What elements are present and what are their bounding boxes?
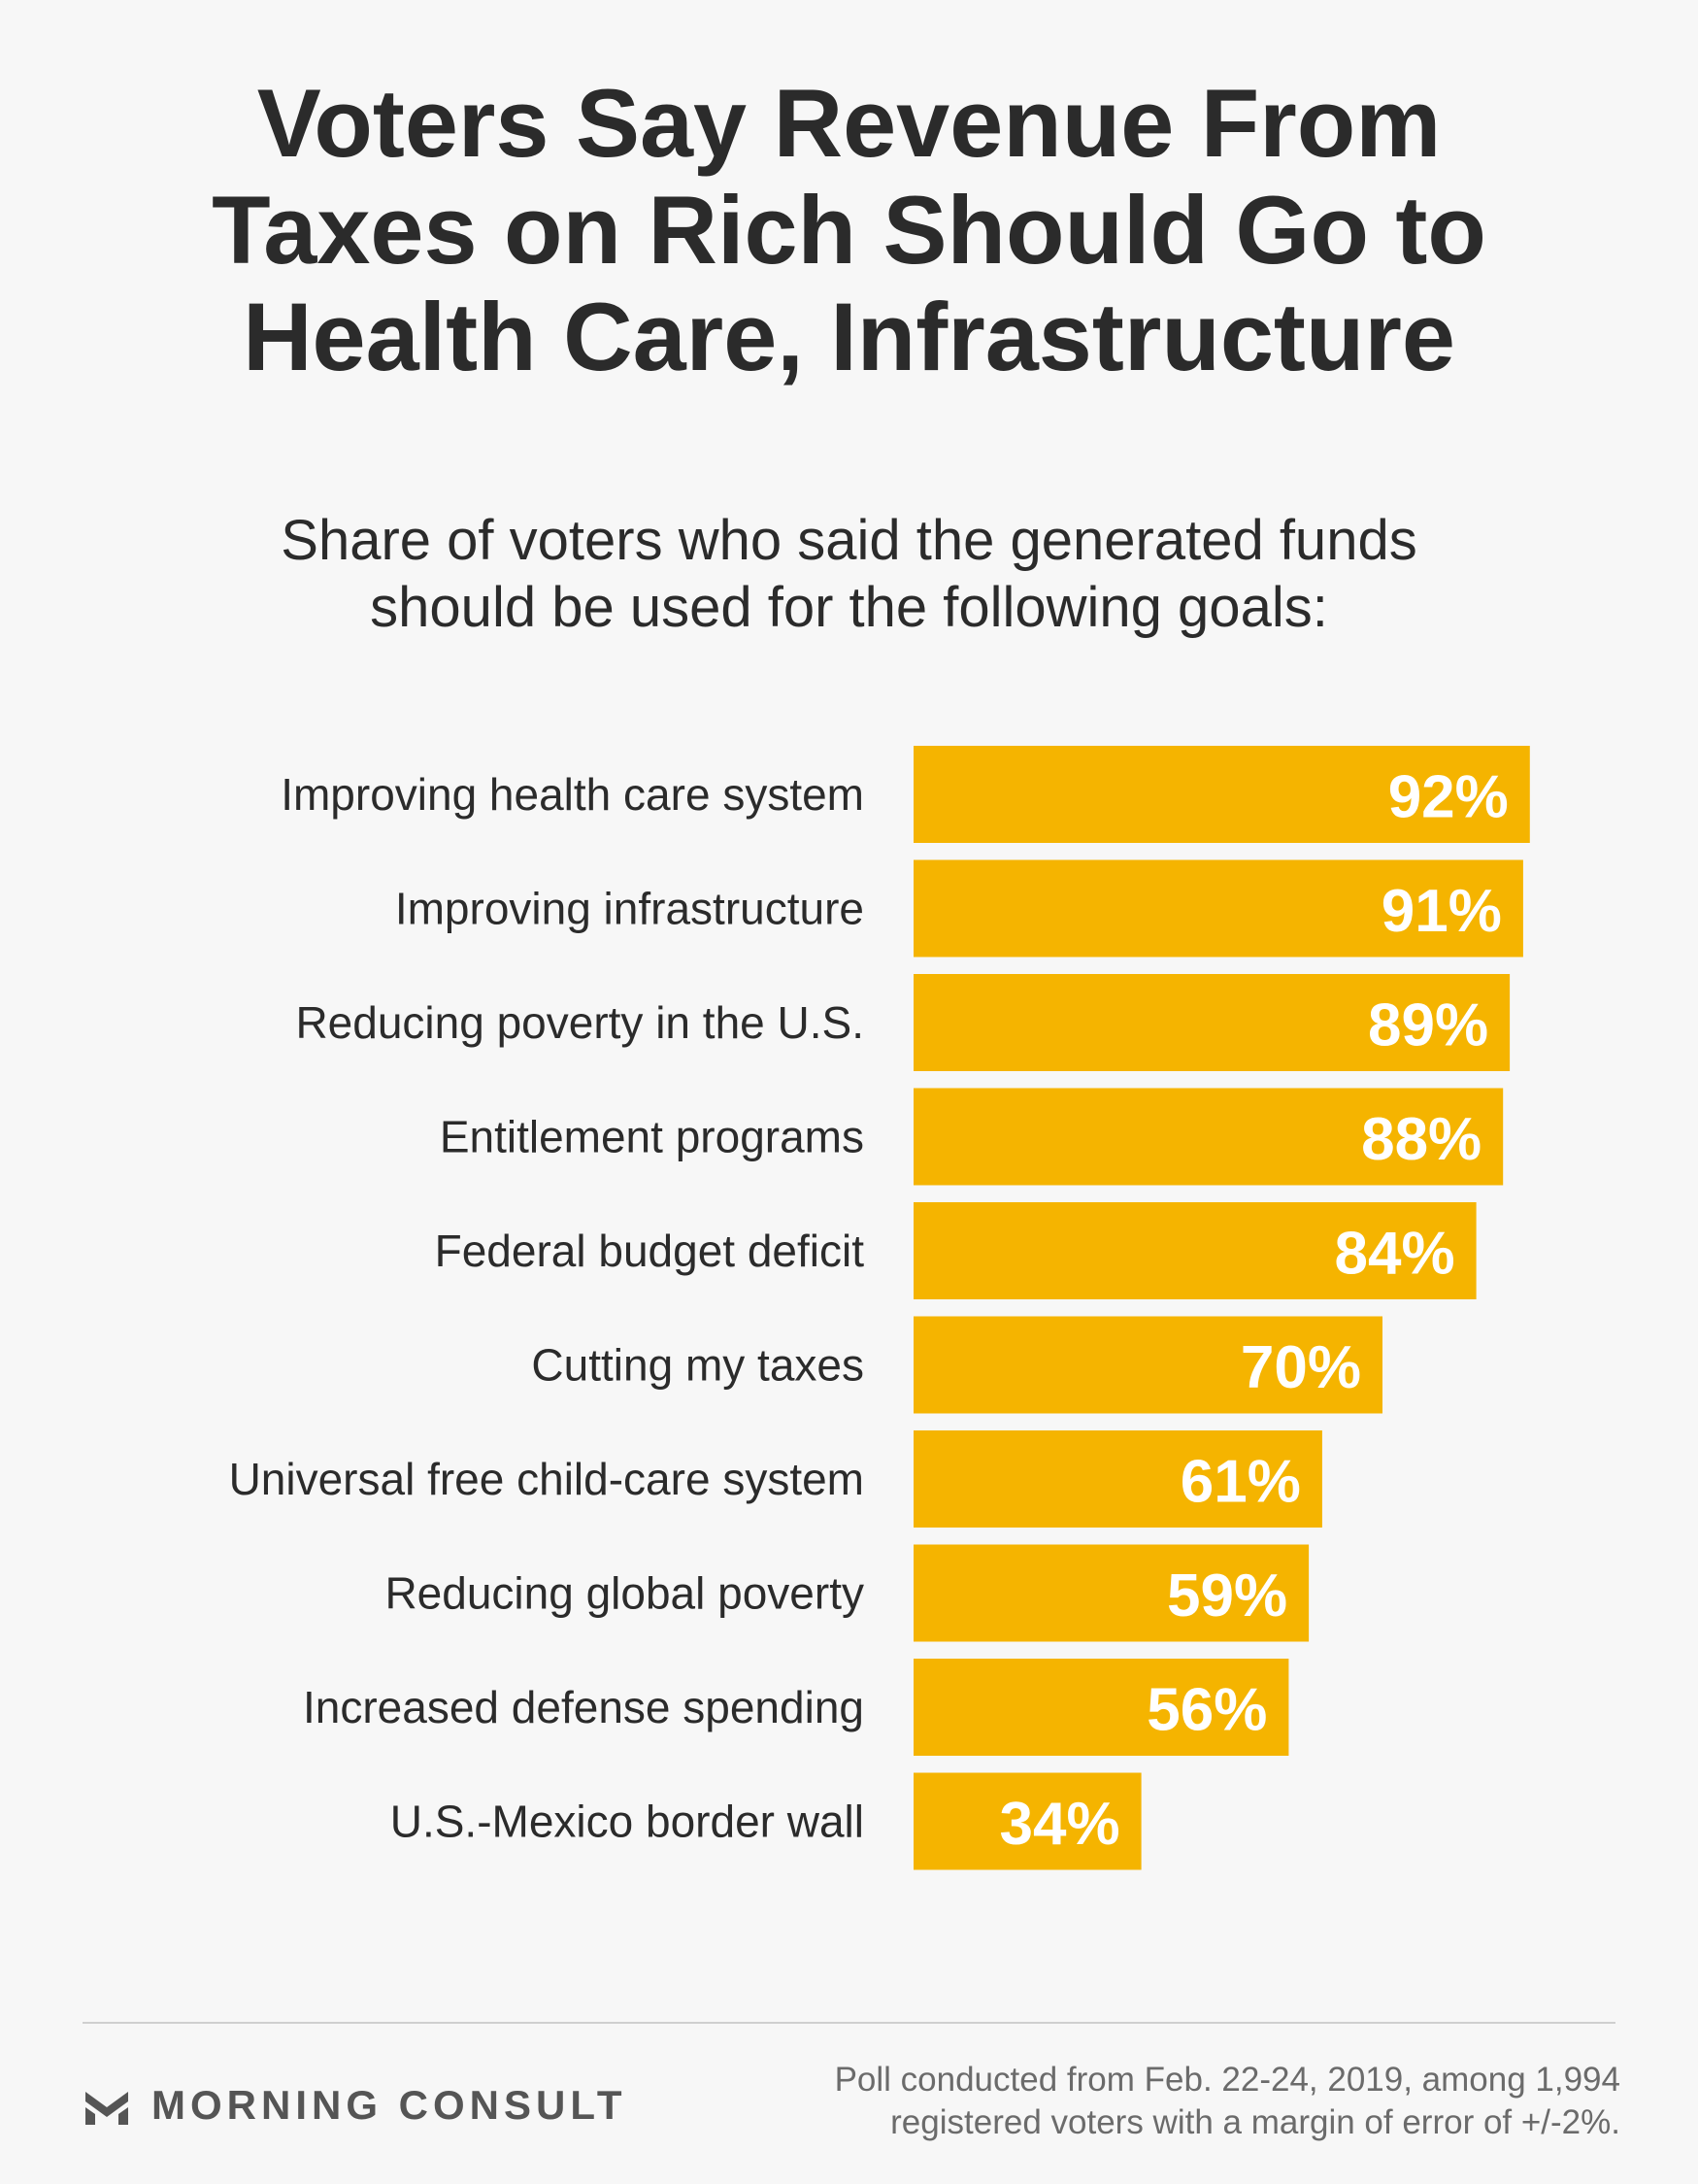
category-label: Improving infrastructure [395, 884, 864, 934]
category-label: Reducing poverty in the U.S. [295, 997, 864, 1048]
bar [914, 1430, 1322, 1528]
value-label: 92% [1388, 764, 1509, 831]
source-note: Poll conducted from Feb. 22-24, 2019, am… [835, 2059, 1620, 2144]
bar [914, 1772, 1142, 1870]
value-label: 61% [1181, 1449, 1301, 1516]
brand-name: MORNING CONSULT [151, 2082, 627, 2128]
chart-subtitle-line: should be used for the following goals: [370, 576, 1328, 639]
value-label: 59% [1167, 1562, 1287, 1630]
chart-title-line: Health Care, Infrastructure [243, 283, 1455, 390]
value-label: 70% [1241, 1334, 1361, 1401]
category-label: Federal budget deficit [435, 1226, 865, 1276]
source-note-line: Poll conducted from Feb. 22-24, 2019, am… [834, 2061, 1620, 2099]
value-label: 56% [1147, 1677, 1267, 1744]
bar-group: U.S.-Mexico border wall 34% [390, 1772, 1142, 1870]
bar [914, 1544, 1310, 1642]
bar-group: Cutting my taxes 70% [531, 1316, 1382, 1414]
bar [914, 1659, 1289, 1756]
value-label: 89% [1368, 992, 1488, 1059]
bar-group: Universal free child-care system 61% [229, 1430, 1322, 1528]
bar [914, 1088, 1504, 1186]
bar-group: Increased defense spending 56% [303, 1659, 1289, 1756]
bar-group: Improving health care system 92% [281, 746, 1530, 843]
bar [914, 859, 1523, 958]
bar [914, 746, 1530, 843]
category-label: Increased defense spending [303, 1682, 864, 1732]
chart-subtitle-line: Share of voters who said the generated f… [281, 509, 1417, 572]
source-note-line: registered voters with a margin of error… [890, 2103, 1620, 2141]
value-label: 88% [1361, 1106, 1482, 1173]
chart-title: Voters Say Revenue From Taxes on Rich Sh… [0, 70, 1698, 390]
value-label: 34% [1000, 1791, 1120, 1858]
bar-chart: Improving health care system 92%Improving… [229, 746, 1530, 1870]
chart-title-line: Voters Say Revenue From [256, 69, 1442, 177]
category-label: Reducing global poverty [384, 1568, 864, 1619]
value-label: 91% [1382, 878, 1502, 945]
bar-group: Entitlement programs 88% [440, 1088, 1504, 1186]
bar-group: Improving infrastructure 91% [395, 859, 1523, 958]
category-label: Cutting my taxes [531, 1340, 864, 1391]
category-label: Universal free child-care system [229, 1454, 864, 1504]
bar [914, 974, 1511, 1071]
category-label: Improving health care system [281, 769, 864, 820]
chart-subtitle: Share of voters who said the generated f… [0, 507, 1698, 641]
bar-group: Reducing global poverty 59% [384, 1544, 1310, 1642]
chart-title-line: Taxes on Rich Should Go to [212, 176, 1486, 284]
brand-logo: MORNING CONSULT [85, 2076, 627, 2134]
category-label: U.S.-Mexico border wall [390, 1797, 864, 1847]
value-label: 84% [1335, 1221, 1455, 1288]
footer-divider [83, 2022, 1615, 2024]
bar-group: Reducing poverty in the U.S. 89% [295, 974, 1511, 1071]
category-label: Entitlement programs [440, 1112, 864, 1162]
bar [914, 1202, 1477, 1299]
bar [914, 1316, 1382, 1414]
morning-consult-logo-icon [85, 2092, 128, 2125]
bar-group: Federal budget deficit 84% [435, 1202, 1477, 1299]
